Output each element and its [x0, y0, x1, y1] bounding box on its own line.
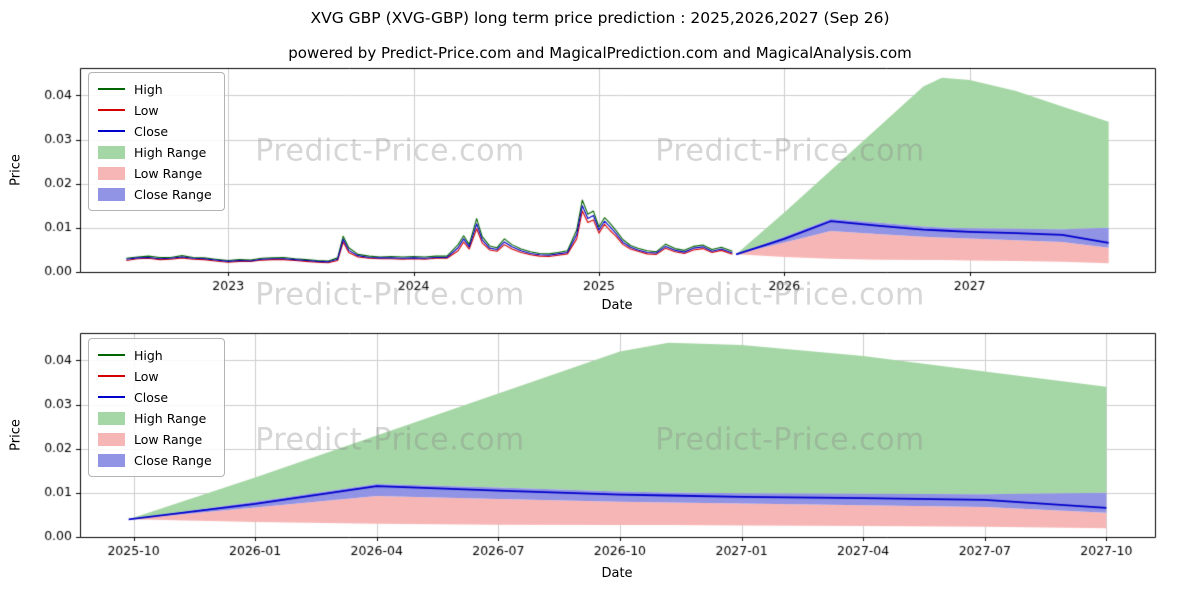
y-axis-label-top-chart: Price: [8, 154, 24, 186]
chart-subtitle: powered by Predict-Price.com and Magical…: [288, 44, 912, 62]
legend-label-close-range: Close Range: [134, 452, 212, 468]
legend-label-close: Close: [134, 389, 169, 405]
legend-item-close-range: Close Range: [98, 186, 212, 202]
legend-item-high: High: [98, 347, 212, 363]
legend-label-low-range: Low Range: [134, 431, 203, 447]
legend-label-low: Low: [134, 368, 159, 384]
legend-close-line-swatch: [98, 129, 125, 133]
legend-label-high: High: [134, 347, 163, 363]
legend-item-close: Close: [98, 123, 212, 139]
legend-label-high: High: [134, 81, 163, 97]
legend-item-close: Close: [98, 389, 212, 405]
legend-high-range-swatch: [98, 411, 125, 425]
legend-high-line-swatch: [98, 353, 125, 357]
legend-item-low-range: Low Range: [98, 431, 212, 447]
legend-low-range-swatch: [98, 166, 125, 180]
legend-low-line-swatch: [98, 108, 125, 112]
legend-label-close-range: Close Range: [134, 186, 212, 202]
legend-label-low: Low: [134, 102, 159, 118]
legend-close-range-swatch: [98, 187, 125, 201]
legend-label-high-range: High Range: [134, 410, 207, 426]
legend-item-low: Low: [98, 102, 212, 118]
legend-item-high: High: [98, 81, 212, 97]
legend-label-close: Close: [134, 123, 169, 139]
legend-top-chart: High Low Close High Range Low Range Clos…: [88, 72, 225, 211]
x-axis-label-top-chart: Date: [601, 298, 633, 313]
legend-low-line-swatch: [98, 374, 125, 378]
legend-close-line-swatch: [98, 395, 125, 399]
legend-item-close-range: Close Range: [98, 452, 212, 468]
legend-item-low-range: Low Range: [98, 165, 212, 181]
legend-high-range-swatch: [98, 145, 125, 159]
chart-title: XVG GBP (XVG-GBP) long term price predic…: [310, 9, 890, 27]
legend-close-range-swatch: [98, 453, 125, 467]
legend-bottom-chart: High Low Close High Range Low Range Clos…: [88, 338, 225, 477]
legend-item-high-range: High Range: [98, 410, 212, 426]
legend-item-low: Low: [98, 368, 212, 384]
legend-low-range-swatch: [98, 432, 125, 446]
legend-high-line-swatch: [98, 87, 125, 91]
legend-label-low-range: Low Range: [134, 165, 203, 181]
x-axis-label-bottom-chart: Date: [601, 566, 633, 581]
legend-item-high-range: High Range: [98, 144, 212, 160]
y-axis-label-bottom-chart: Price: [8, 419, 24, 451]
legend-label-high-range: High Range: [134, 144, 207, 160]
